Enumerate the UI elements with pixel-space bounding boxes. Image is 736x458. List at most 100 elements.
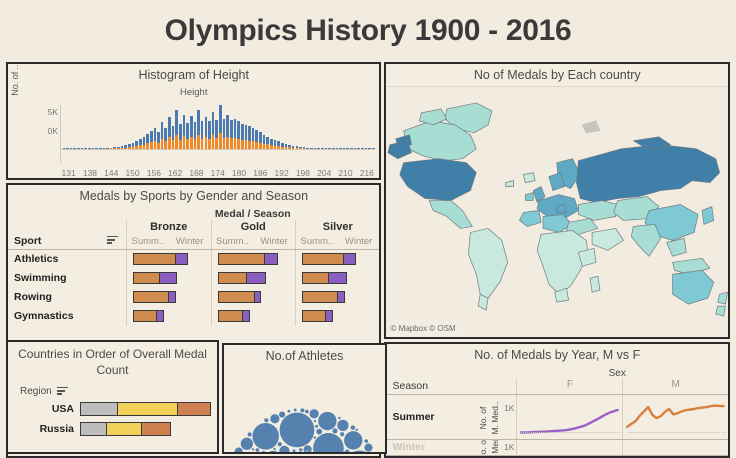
histogram-bar[interactable] [368,147,372,149]
histogram-bar[interactable] [102,147,106,149]
bubble[interactable] [273,447,276,450]
histogram-bar[interactable] [226,114,230,149]
season-label-winter[interactable]: Winter [260,235,288,247]
sex-column-m[interactable]: M [622,378,728,394]
histogram-bar[interactable] [288,144,292,149]
medal-cell[interactable] [295,306,379,326]
histogram-bar[interactable] [117,146,121,149]
bubble[interactable] [316,428,323,435]
histogram-bar[interactable] [131,142,135,149]
medals-column-silver[interactable]: Silver [295,219,379,235]
season-column-header[interactable]: Season [392,379,429,392]
list-item[interactable]: USA [8,399,217,419]
histogram-bar[interactable] [219,104,223,149]
bubble[interactable] [313,419,317,422]
table-row[interactable]: Athletics [8,249,379,269]
bubble[interactable] [313,432,344,454]
medal-cell[interactable] [126,287,211,307]
bubble[interactable] [350,425,356,430]
histogram-bar[interactable] [189,115,193,149]
histogram-bar[interactable] [168,116,172,149]
histogram-bar[interactable] [270,138,274,149]
line-chart-winter-m[interactable] [622,439,728,455]
histogram-bar[interactable] [233,118,237,149]
histogram-bar[interactable] [251,127,255,149]
histogram-bar[interactable] [135,140,139,149]
histogram-bar[interactable] [342,147,346,149]
histogram-bar[interactable] [95,147,99,149]
histogram-bar[interactable] [193,121,197,149]
bubble[interactable] [255,447,260,452]
histogram-bar[interactable] [211,111,215,149]
season-label-summer[interactable]: Summ.. [216,235,249,247]
histogram-bar[interactable] [295,145,299,149]
medal-cell[interactable] [210,249,296,269]
season-row-label-summer[interactable]: Summer [392,410,435,423]
bubble[interactable] [318,411,337,430]
histogram-bar[interactable] [357,147,361,149]
bubble[interactable] [313,435,317,439]
histogram-bar[interactable] [328,147,332,149]
histogram-bar[interactable] [335,147,339,149]
histogram-bar[interactable] [364,147,368,149]
histogram-bar[interactable] [153,127,157,149]
histogram-bar[interactable] [142,136,146,149]
histogram-bar[interactable] [157,131,161,149]
histogram-bar[interactable] [175,109,179,149]
histogram-bar[interactable] [229,119,233,149]
histogram-bar[interactable] [128,143,132,149]
medal-cell[interactable] [295,287,379,307]
bubble[interactable] [298,447,303,452]
bubble[interactable] [364,443,373,452]
histogram-bar[interactable] [109,147,113,149]
table-row[interactable]: Rowing [8,287,379,307]
bubble[interactable] [315,424,319,428]
bubble[interactable] [337,419,349,431]
season-label-summer[interactable]: Summ.. [300,235,334,247]
bubble[interactable] [266,450,281,454]
histogram-bar[interactable] [310,147,314,149]
medal-cell[interactable] [210,268,296,288]
histogram-bar[interactable] [299,146,303,149]
season-label-winter[interactable]: Winter [344,235,373,247]
histogram-bar[interactable] [73,147,77,149]
histogram-bar[interactable] [222,118,226,149]
season-row-label-winter[interactable]: Winter [392,441,426,454]
bubble[interactable] [309,408,319,418]
bubble[interactable] [252,422,279,450]
season-label-summer[interactable]: Summ.. [131,235,165,247]
histogram-bar[interactable] [91,147,95,149]
medals-column-gold[interactable]: Gold [210,219,296,235]
histogram-bar[interactable] [120,145,124,149]
bubble[interactable] [300,407,305,413]
bubble[interactable] [355,428,359,431]
histogram-bar[interactable] [149,130,153,149]
histogram-bar[interactable] [146,133,150,149]
histogram-bar[interactable] [346,147,350,149]
histogram-bar[interactable] [138,138,142,149]
bubble[interactable] [305,409,309,414]
histogram-bar[interactable] [240,123,244,149]
bubble[interactable] [277,441,282,446]
sport-column-header[interactable]: Sport [8,235,126,249]
bubble[interactable] [251,447,255,451]
histogram-bar[interactable] [77,147,81,149]
line-chart-summer-m[interactable] [622,394,728,439]
medal-cell[interactable] [295,268,379,288]
bubble[interactable] [279,445,290,454]
histogram-bar[interactable] [266,136,270,149]
bubble[interactable] [364,438,369,443]
histogram-bar[interactable] [262,134,266,149]
bubble[interactable] [332,427,338,434]
histogram-bar[interactable] [84,147,88,149]
histogram-bar[interactable] [313,147,317,149]
medal-cell[interactable] [126,306,211,326]
medals-column-bronze[interactable]: Bronze [126,219,211,235]
histogram-bar[interactable] [80,147,84,149]
bubble[interactable] [279,411,286,418]
bubble[interactable] [345,450,374,454]
histogram-bar[interactable] [350,147,354,149]
histogram-bar[interactable] [237,120,241,149]
histogram-bar[interactable] [160,121,164,149]
bubble[interactable] [340,431,345,436]
